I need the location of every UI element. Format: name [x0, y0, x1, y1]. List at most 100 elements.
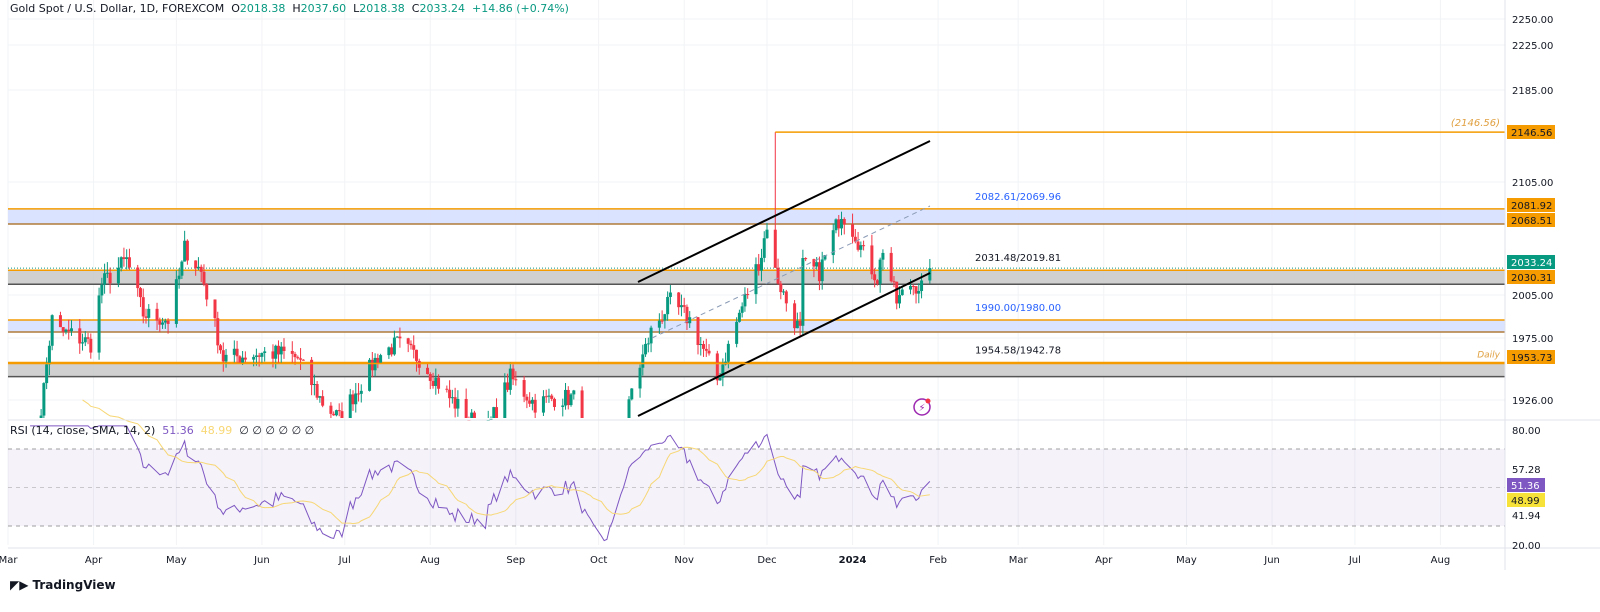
rsi-sma-value: 48.99: [200, 424, 233, 437]
candle-body: [812, 259, 816, 267]
candle-body: [795, 320, 799, 329]
candle-body: [528, 400, 532, 404]
candle-body: [696, 317, 700, 346]
candle-body: [50, 315, 54, 346]
price-tag-label: 2081.92: [1511, 201, 1552, 212]
candle-body: [914, 286, 918, 294]
candle-body: [668, 292, 672, 297]
candle-body: [798, 320, 802, 326]
candle-body: [823, 255, 827, 260]
candle-body: [688, 317, 692, 324]
zone-blue: [8, 208, 1505, 225]
candle-body: [274, 345, 278, 359]
channel-mid-line[interactable]: [651, 205, 931, 339]
candle-body: [657, 320, 661, 328]
brand-name: TradingView: [32, 578, 116, 592]
candle-body: [851, 224, 855, 237]
candle-body: [765, 229, 769, 239]
candle-body: [566, 389, 570, 406]
candle-body: [685, 306, 689, 324]
candle-body: [707, 350, 711, 354]
rsi-sma-line: [82, 399, 930, 525]
candle-body: [638, 367, 642, 389]
candle-body: [801, 258, 805, 326]
candle-body: [492, 407, 496, 418]
candle-body: [232, 348, 236, 355]
candle-body: [743, 294, 747, 307]
price-axis-label: 2250.00: [1512, 15, 1553, 26]
price-tag-label: 2033.24: [1511, 258, 1552, 269]
price-tag: [1507, 255, 1555, 269]
zone-label: 2082.61/2069.96: [975, 192, 1061, 203]
tradingview-logo[interactable]: ◤▶ TradingView: [10, 578, 116, 592]
candle-body: [909, 285, 913, 290]
channel-upper-line[interactable]: [637, 140, 931, 283]
time-axis-label: Dec: [757, 555, 776, 566]
time-axis-label: Aug: [1431, 555, 1451, 566]
candle-body: [161, 322, 165, 325]
candle-body: [434, 377, 438, 386]
candle-body: [911, 285, 915, 287]
candle-body: [627, 399, 631, 418]
rsi-axis-label: 20.00: [1512, 541, 1541, 552]
candle-body: [564, 389, 568, 406]
candle-body: [552, 398, 556, 407]
candle-body: [177, 275, 181, 280]
price-axis-label: 2105.00: [1512, 178, 1553, 189]
candle-body: [368, 359, 372, 391]
candle-body: [428, 374, 432, 381]
candle-body: [842, 218, 846, 225]
candle-body: [312, 384, 316, 386]
candle-body: [870, 245, 874, 275]
candle-body: [853, 236, 857, 242]
candle-body: [263, 351, 267, 353]
candle-body: [196, 266, 200, 269]
candle-body: [194, 260, 198, 269]
candle-body: [406, 338, 410, 344]
candle-body: [541, 396, 545, 413]
candle-body: [42, 383, 46, 416]
candle-body: [889, 252, 893, 282]
price-tag: [1507, 270, 1555, 284]
zone-label: 1954.58/1942.78: [975, 346, 1061, 357]
candle-body: [136, 267, 140, 289]
candle-body: [296, 357, 300, 359]
candle-body: [489, 418, 493, 420]
candle-body: [881, 252, 885, 260]
candle-body: [718, 377, 722, 381]
candle-body: [216, 318, 220, 346]
candles: [39, 132, 932, 421]
candle-body: [820, 259, 824, 282]
candle-body: [127, 257, 131, 268]
candle-body: [784, 291, 788, 304]
time-axis-label: Mar: [0, 555, 18, 566]
candle-body: [779, 283, 783, 293]
candle-body: [445, 388, 449, 390]
candle-body: [180, 261, 184, 276]
high-annotation: (2146.56): [1451, 118, 1500, 129]
candle-body: [917, 290, 921, 294]
rsi-legend[interactable]: RSI (14, close, SMA, 14, 2) 51.36 48.99 …: [10, 424, 314, 437]
candle-body: [100, 284, 104, 296]
close-label: C: [411, 2, 420, 15]
rsi-value: 51.36: [162, 424, 194, 437]
candle-body: [892, 281, 896, 283]
lightning-icon[interactable]: ⚡: [913, 398, 931, 416]
candle-body: [735, 321, 739, 344]
candle-body: [318, 396, 322, 398]
symbol-legend[interactable]: Gold Spot / U.S. Dollar, 1D, FOREXCOM O2…: [10, 2, 569, 15]
candle-body: [470, 412, 474, 418]
rsi-axis-label: 41.94: [1512, 511, 1541, 522]
price-tag: [1507, 350, 1555, 364]
candle-body: [757, 264, 761, 271]
high-value: 2037.60: [300, 2, 347, 15]
candle-body: [859, 245, 863, 250]
price-axis-label: 1926.00: [1512, 396, 1553, 407]
candle-body: [572, 390, 576, 395]
channel-lower-line[interactable]: [637, 272, 931, 417]
time-axis-label: Mar: [1009, 555, 1029, 566]
rsi-value-tag: [1507, 478, 1545, 492]
candle-body: [409, 343, 413, 346]
candle-body: [252, 356, 256, 360]
